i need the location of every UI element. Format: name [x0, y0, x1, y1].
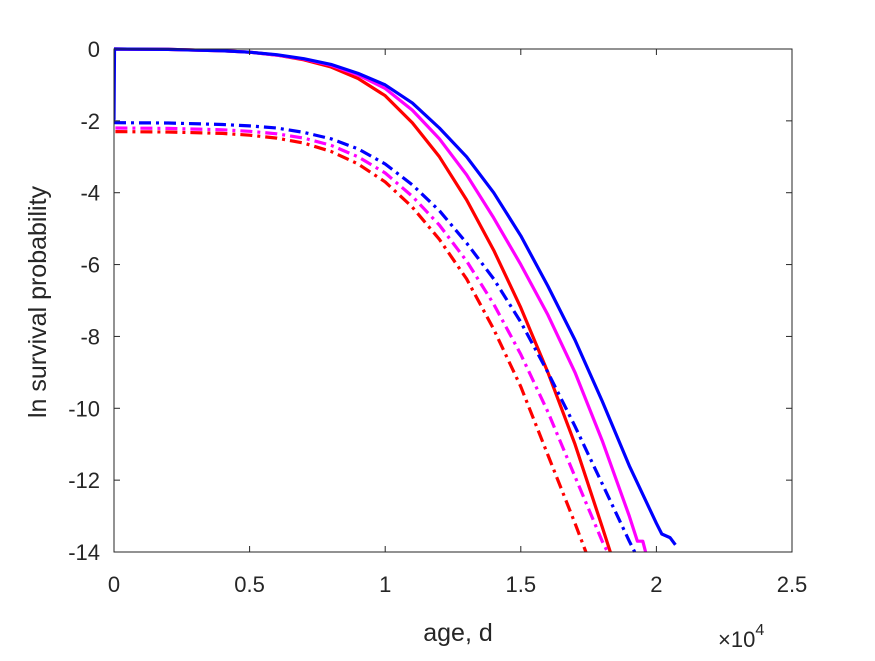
series-line-6-dashdot — [114, 121, 637, 553]
series-line-4-dashdot — [115, 130, 588, 553]
x-exponent-label: ×104 — [718, 622, 764, 652]
y-tick-label: -12 — [68, 468, 100, 493]
y-tick-label: -10 — [68, 396, 100, 421]
series-line-5-dashdot — [115, 126, 610, 553]
x-tick-label: 2.5 — [777, 572, 808, 597]
axes-box — [113, 48, 793, 553]
series-line-3-solid — [114, 47, 677, 546]
x-tick-label: 0 — [108, 572, 120, 597]
x-axis-label: age, d — [423, 619, 493, 647]
x-exponent-base: ×10 — [718, 627, 755, 652]
y-tick-label: -6 — [80, 253, 100, 278]
y-tick-label: -14 — [68, 540, 100, 565]
y-tick-label: -4 — [80, 181, 100, 206]
y-axis-label: ln survival probability — [24, 185, 52, 418]
x-tick-label: 1.5 — [506, 572, 537, 597]
ticks-layer: 0 0.5 1 1.5 2 2.5 0 -2 -4 -6 -8 -10 -12 -14 — [68, 37, 807, 597]
axes-layer — [113, 48, 793, 553]
y-tick-label: 0 — [88, 37, 100, 62]
x-tick-label: 0.5 — [234, 572, 265, 597]
x-exponent-power: 4 — [755, 622, 764, 639]
series-layer — [114, 47, 677, 553]
x-tick-label: 2 — [650, 572, 662, 597]
x-tick-label: 1 — [379, 572, 391, 597]
y-tick-label: -2 — [80, 109, 100, 134]
y-tick-label: -8 — [80, 324, 100, 349]
